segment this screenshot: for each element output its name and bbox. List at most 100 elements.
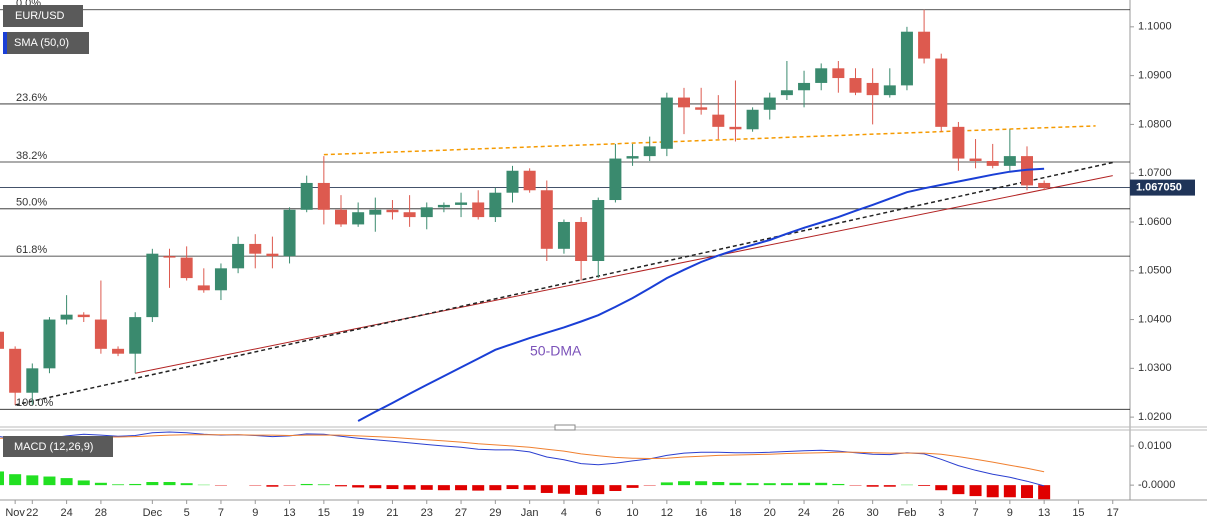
x-tick-label: 22 [26, 507, 38, 519]
candle-body [506, 170, 519, 193]
candle-body [26, 368, 39, 393]
y-tick-label: 0.0100 [1138, 440, 1172, 452]
histogram-bar [1003, 485, 1016, 498]
y-tick-label: -0.0000 [1138, 479, 1175, 491]
candle-body [369, 209, 382, 215]
candle-body [918, 31, 931, 59]
candle-body [678, 97, 690, 108]
histogram-bar [437, 485, 450, 491]
histogram-bar [986, 485, 999, 498]
histogram-bar [112, 484, 125, 486]
price-tag [1130, 179, 1195, 196]
candle-body [815, 68, 828, 83]
candle-body [626, 156, 639, 159]
x-tick-label: Nov [5, 507, 25, 519]
candle-body [729, 126, 742, 130]
candle-body [214, 268, 227, 291]
candle-body [763, 97, 776, 110]
candle-body [952, 126, 965, 159]
y-tick-label: 1.0700 [1138, 167, 1172, 179]
candle-body [746, 109, 759, 130]
histogram-bar [26, 475, 39, 486]
candle-body [9, 348, 22, 393]
histogram-bar [935, 485, 948, 491]
histogram-bar [1021, 485, 1033, 499]
x-tick-label: 20 [764, 507, 776, 519]
annotation: 50-DMA [530, 343, 582, 359]
candle-body [712, 114, 725, 127]
histogram-bar [866, 485, 879, 487]
trend-line [323, 125, 1096, 156]
histogram-bar [729, 482, 742, 486]
candle-body [180, 257, 193, 279]
histogram-bar [575, 485, 588, 495]
candle-body [643, 146, 656, 157]
histogram-bar [557, 485, 570, 494]
legend-swatch [3, 32, 7, 54]
candle-body [557, 221, 570, 249]
histogram-bar [60, 478, 73, 486]
trend-line [14, 161, 1113, 406]
candle-body [317, 182, 330, 210]
x-tick-label: 7 [972, 507, 978, 519]
candle-body [437, 204, 450, 208]
histogram-bar [420, 485, 433, 490]
legend-title: MACD (12,26,9) [14, 441, 93, 453]
y-tick-label: 1.0200 [1138, 411, 1172, 423]
histogram-bar [969, 485, 982, 497]
histogram-bar [918, 485, 931, 486]
candle-body [832, 68, 845, 79]
histogram-bar [369, 485, 382, 489]
histogram-bar [180, 483, 193, 486]
x-tick-label: 16 [695, 507, 707, 519]
y-tick-label: 1.1000 [1138, 21, 1172, 33]
histogram-bar [489, 485, 502, 491]
candle-body [660, 97, 673, 149]
histogram-bar [163, 482, 176, 486]
candle-body [197, 285, 210, 291]
candle-body [575, 221, 588, 262]
candle-body [300, 182, 313, 210]
histogram-bar [798, 482, 811, 486]
y-tick-label: 1.0600 [1138, 216, 1172, 228]
candle-body [420, 207, 433, 218]
histogram-bar [129, 483, 142, 486]
resize-handle[interactable] [554, 424, 576, 431]
x-tick-label: Dec [143, 507, 163, 519]
histogram-bar [403, 485, 416, 490]
histogram-bar [472, 485, 485, 491]
histogram-bar [335, 485, 347, 487]
histogram-bar [506, 485, 519, 490]
x-tick-label: Feb [897, 507, 916, 519]
y-tick-label: 1.0800 [1138, 118, 1172, 130]
candle-body [986, 160, 999, 166]
x-tick-label: 27 [455, 507, 467, 519]
legend-box [3, 436, 113, 457]
histogram-bar [146, 482, 159, 486]
legend-title: EUR/USD [15, 10, 65, 22]
histogram-bar [266, 485, 279, 487]
candle-body [969, 158, 982, 161]
candle-body [163, 256, 176, 258]
x-tick-label: 26 [832, 507, 844, 519]
histogram-bar [815, 482, 828, 486]
histogram-bar [0, 471, 4, 486]
y-tick-label: 1.0500 [1138, 265, 1172, 277]
macd-panel [0, 431, 1051, 500]
x-tick-label: 9 [1007, 507, 1013, 519]
candle-body [403, 212, 416, 218]
x-tick-label: 30 [867, 507, 879, 519]
histogram-bar [317, 484, 330, 486]
candle-body [266, 253, 279, 257]
fib-label: 61.8% [16, 244, 47, 256]
x-tick-label: 28 [95, 507, 107, 519]
histogram-bar [712, 482, 725, 486]
fib-label: 23.6% [16, 92, 47, 104]
candle-body [472, 202, 485, 218]
histogram-bar [746, 483, 759, 486]
histogram-bar [592, 485, 605, 495]
x-tick-label: 23 [421, 507, 433, 519]
candle-body [249, 243, 262, 254]
candle-body [146, 253, 159, 318]
